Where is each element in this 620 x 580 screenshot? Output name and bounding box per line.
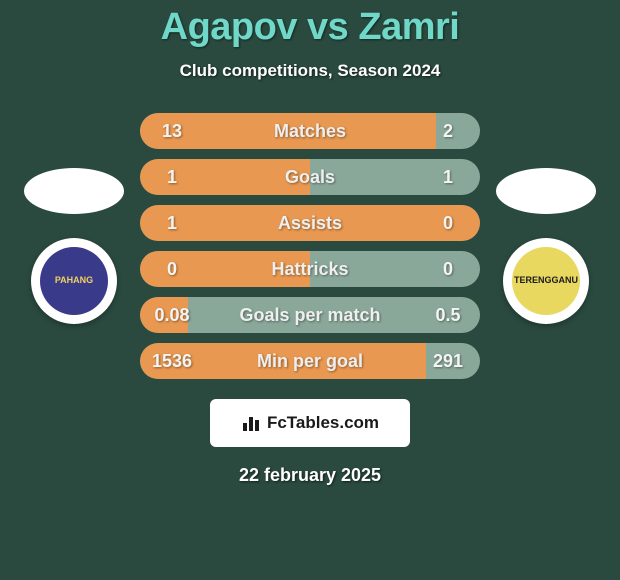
right-club-crest-icon: TERENGGANU: [503, 238, 589, 324]
right-country-flag-icon: [496, 168, 596, 214]
stat-left-value: 13: [140, 121, 204, 142]
stat-row: 1Assists0: [140, 205, 480, 241]
stats-column: 13Matches21Goals11Assists00Hattricks00.0…: [140, 113, 480, 379]
title: Agapov vs Zamri: [161, 6, 460, 49]
stat-row: 1Goals1: [140, 159, 480, 195]
stat-left-value: 1: [140, 213, 204, 234]
stat-row: 0.08Goals per match0.5: [140, 297, 480, 333]
stat-right-value: 2: [416, 121, 480, 142]
right-crest-inner: TERENGGANU: [512, 247, 580, 315]
stat-right-value: 0: [416, 213, 480, 234]
footer-logo-box: FcTables.com: [210, 399, 410, 447]
date-text: 22 february 2025: [239, 465, 381, 486]
infographic-container: Agapov vs Zamri Club competitions, Seaso…: [0, 0, 620, 580]
left-country-flag-icon: [24, 168, 124, 214]
main-row: PAHANG 13Matches21Goals11Assists00Hattri…: [0, 113, 620, 379]
stat-right-value: 0: [416, 259, 480, 280]
stat-label: Goals: [204, 167, 416, 188]
stat-left-value: 1: [140, 167, 204, 188]
stat-left-value: 0.08: [140, 305, 204, 326]
stat-right-value: 291: [416, 351, 480, 372]
stat-label: Goals per match: [204, 305, 416, 326]
stat-label: Assists: [204, 213, 416, 234]
stat-row: 1536Min per goal291: [140, 343, 480, 379]
stat-right-value: 1: [416, 167, 480, 188]
footer-text: FcTables.com: [267, 413, 379, 433]
stat-label: Matches: [204, 121, 416, 142]
left-club-crest-icon: PAHANG: [31, 238, 117, 324]
right-crest-label: TERENGGANU: [514, 276, 578, 286]
left-crest-label: PAHANG: [55, 276, 93, 286]
stat-left-value: 0: [140, 259, 204, 280]
subtitle: Club competitions, Season 2024: [180, 61, 441, 81]
stat-right-value: 0.5: [416, 305, 480, 326]
left-side: PAHANG: [24, 168, 124, 324]
right-side: TERENGGANU: [496, 168, 596, 324]
bar-chart-icon: [241, 413, 261, 433]
stat-label: Min per goal: [204, 351, 416, 372]
left-crest-inner: PAHANG: [40, 247, 108, 315]
stat-row: 13Matches2: [140, 113, 480, 149]
stat-row: 0Hattricks0: [140, 251, 480, 287]
stat-label: Hattricks: [204, 259, 416, 280]
stat-left-value: 1536: [140, 351, 204, 372]
